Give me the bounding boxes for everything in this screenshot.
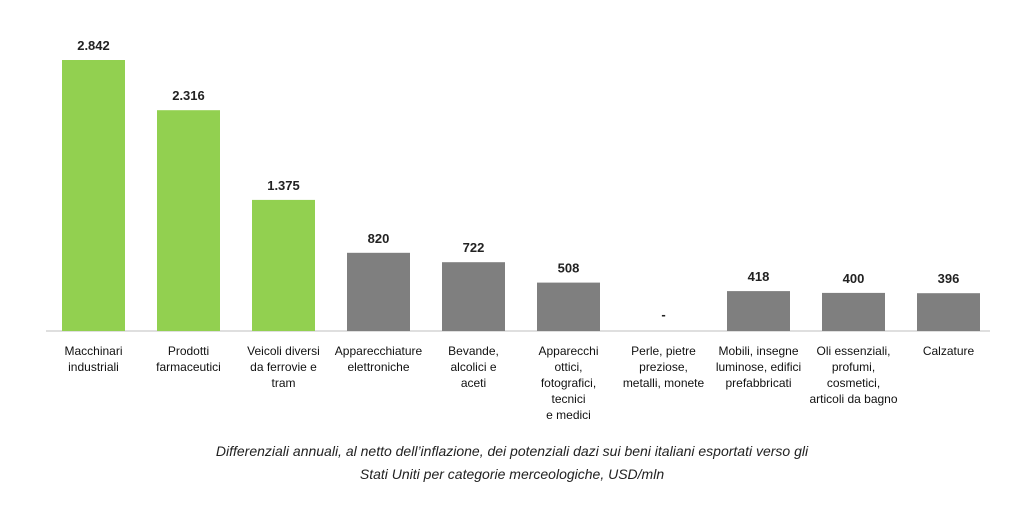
bar — [157, 110, 220, 331]
chart-caption-line-1: Differenziali annuali, al netto dell’inf… — [215, 443, 809, 459]
bar — [822, 292, 885, 331]
bar — [347, 252, 410, 331]
bar — [442, 262, 505, 331]
bar-value-label: 1.375 — [267, 178, 300, 193]
bar — [917, 293, 980, 331]
bar — [537, 282, 600, 331]
category-label: Prodotti farmaceutici — [156, 344, 221, 374]
bar-value-label: 722 — [463, 240, 485, 255]
category-label: Bevande, alcolici e aceti — [448, 344, 499, 390]
bar-value-label: 2.842 — [77, 38, 110, 53]
category-label: Calzature — [923, 344, 975, 358]
bar — [252, 199, 315, 331]
category-label: Apparecchi ottici, fotografici, tecnici e me… — [538, 344, 598, 422]
bar-value-label: 400 — [843, 271, 865, 286]
bar — [727, 291, 790, 331]
category-label: Macchinari industriali — [64, 344, 122, 374]
bar-value-label: 396 — [938, 271, 960, 286]
category-label: Veicoli diversi da ferrovie e tram — [247, 344, 320, 390]
bar-value-label: 418 — [748, 269, 770, 284]
bar-value-label: - — [661, 307, 665, 322]
bar-value-label: 2.316 — [172, 88, 205, 103]
chart-caption-line-2: Stati Uniti per categorie merceologiche,… — [359, 466, 665, 482]
bar — [62, 60, 125, 331]
bars-group: 2.842 Macchinari industriali 2.316 Prodotti f… — [62, 38, 980, 422]
bar-chart: 2.842 Macchinari industriali 2.316 Prodotti f… — [46, 38, 990, 422]
category-label: Oli essenziali, profumi, cosmetici, articol… — [809, 344, 897, 406]
bar-value-label: 508 — [558, 261, 580, 276]
category-label: Apparecchiature elettroniche — [335, 344, 423, 374]
category-label: Mobili, insegne luminose, edifici prefabbr… — [716, 344, 801, 390]
bar-value-label: 820 — [368, 231, 390, 246]
category-label: Perle, pietre preziose, metalli, monete — [623, 344, 705, 390]
